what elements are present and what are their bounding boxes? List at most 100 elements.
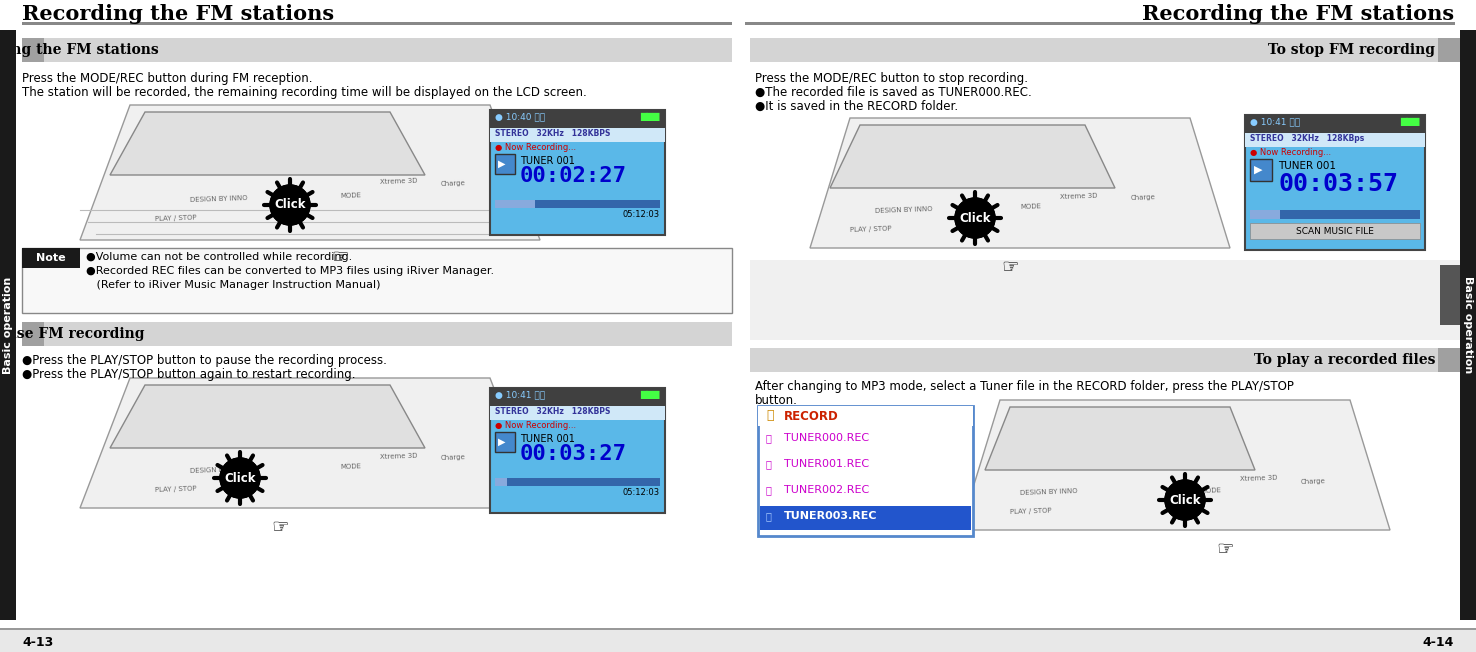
Text: ● Now Recording...: ● Now Recording... <box>494 143 576 152</box>
Text: To pause FM recording: To pause FM recording <box>0 327 145 341</box>
Text: MODE: MODE <box>339 192 362 199</box>
Text: To play a recorded files: To play a recorded files <box>1253 353 1435 367</box>
Bar <box>490 110 666 128</box>
Text: Charge: Charge <box>1300 478 1325 485</box>
Polygon shape <box>111 385 425 448</box>
Bar <box>1250 159 1272 181</box>
Bar <box>494 432 515 452</box>
Bar <box>1250 210 1280 219</box>
Text: 05:12:03: 05:12:03 <box>623 210 660 219</box>
Text: DESIGN BY INNO: DESIGN BY INNO <box>190 195 248 203</box>
Bar <box>22 38 44 62</box>
Text: ☞: ☞ <box>1001 258 1018 277</box>
Bar <box>22 38 732 62</box>
Text: DESIGN BY INNO: DESIGN BY INNO <box>875 206 933 214</box>
Text: 🎵: 🎵 <box>766 485 772 495</box>
Text: Xtreme 3D: Xtreme 3D <box>1240 475 1278 482</box>
Text: TUNER003.REC: TUNER003.REC <box>784 511 878 521</box>
Bar <box>494 478 660 486</box>
Bar <box>0 628 1476 630</box>
Circle shape <box>955 198 995 238</box>
Text: PLAY / STOP: PLAY / STOP <box>155 215 196 222</box>
Circle shape <box>1165 480 1204 520</box>
Text: TUNER001.REC: TUNER001.REC <box>784 459 869 469</box>
Text: MODE: MODE <box>1200 487 1221 494</box>
Circle shape <box>220 458 260 498</box>
Polygon shape <box>80 105 540 240</box>
Bar <box>494 478 506 486</box>
Text: To stop FM recording: To stop FM recording <box>1268 43 1435 57</box>
Text: 05:12:03: 05:12:03 <box>623 488 660 497</box>
Bar <box>0 630 1476 652</box>
Text: ███: ███ <box>1401 117 1420 126</box>
Text: (Refer to iRiver Music Manager Instruction Manual): (Refer to iRiver Music Manager Instructi… <box>86 280 381 290</box>
Text: ●Press the PLAY/STOP button again to restart recording.: ●Press the PLAY/STOP button again to res… <box>22 368 356 381</box>
Text: 00:02:27: 00:02:27 <box>520 166 627 186</box>
Text: TUNER002.REC: TUNER002.REC <box>784 485 869 495</box>
Bar <box>22 322 732 346</box>
Text: ☞: ☞ <box>331 248 348 267</box>
Bar <box>490 128 666 142</box>
Text: The station will be recorded, the remaining recording time will be displayed on : The station will be recorded, the remain… <box>22 86 587 99</box>
Text: ☞: ☞ <box>1216 540 1234 559</box>
Circle shape <box>270 185 310 225</box>
Text: ● Now Recording...: ● Now Recording... <box>494 421 576 430</box>
Bar <box>22 248 732 313</box>
Text: Recording the FM stations: Recording the FM stations <box>22 4 334 24</box>
Text: ● 10:40 Ⓐⓔ: ● 10:40 Ⓐⓔ <box>494 112 545 121</box>
Text: STEREO   32KHz   128KBPS: STEREO 32KHz 128KBPS <box>494 129 611 138</box>
Text: Xtreme 3D: Xtreme 3D <box>379 178 418 185</box>
Text: PLAY / STOP: PLAY / STOP <box>155 486 196 494</box>
Bar <box>490 388 666 513</box>
Text: Click: Click <box>959 211 990 224</box>
Text: ●It is saved in the RECORD folder.: ●It is saved in the RECORD folder. <box>756 100 958 113</box>
Text: STEREO   32KHz   128KBPS: STEREO 32KHz 128KBPS <box>494 407 611 416</box>
Text: RECORD: RECORD <box>784 410 838 423</box>
Text: ● 10:41 Ⓐⓔ: ● 10:41 Ⓐⓔ <box>1250 117 1300 126</box>
Text: button.: button. <box>756 394 799 407</box>
Text: ●Recorded REC files can be converted to MP3 files using iRiver Manager.: ●Recorded REC files can be converted to … <box>86 266 494 276</box>
Circle shape <box>220 458 260 498</box>
Text: DESIGN BY INNO: DESIGN BY INNO <box>1020 488 1077 496</box>
Bar <box>490 110 666 235</box>
Text: 🎵: 🎵 <box>766 433 772 443</box>
Text: ▶: ▶ <box>499 159 506 169</box>
Text: STEREO   32KHz   128KBps: STEREO 32KHz 128KBps <box>1250 134 1364 143</box>
Text: 🎵: 🎵 <box>766 511 772 521</box>
Text: MODE: MODE <box>1020 203 1041 210</box>
Text: PLAY / STOP: PLAY / STOP <box>1010 508 1052 516</box>
Circle shape <box>270 185 310 225</box>
Text: 00:03:57: 00:03:57 <box>1278 172 1398 196</box>
Bar <box>1244 115 1424 250</box>
Text: ☞: ☞ <box>272 518 289 537</box>
Text: Note: Note <box>37 253 66 263</box>
Polygon shape <box>810 118 1230 248</box>
Bar <box>1438 38 1460 62</box>
Bar <box>750 260 1460 340</box>
Polygon shape <box>959 400 1390 530</box>
Text: ███: ███ <box>641 112 660 121</box>
Text: TUNER 001: TUNER 001 <box>1278 161 1336 171</box>
Bar <box>760 506 971 530</box>
Text: ●Volume can not be controlled while recording.: ●Volume can not be controlled while reco… <box>86 252 353 262</box>
Polygon shape <box>80 378 540 508</box>
Text: ●Press the PLAY/STOP button to pause the recording process.: ●Press the PLAY/STOP button to pause the… <box>22 354 387 367</box>
Text: Click: Click <box>275 198 306 211</box>
Bar <box>1441 265 1460 325</box>
Text: ▶: ▶ <box>499 437 506 447</box>
Bar <box>759 406 973 426</box>
Text: Press the MODE/REC button to stop recording.: Press the MODE/REC button to stop record… <box>756 72 1027 85</box>
Polygon shape <box>111 112 425 175</box>
Text: Charge: Charge <box>440 454 465 461</box>
Text: ▶: ▶ <box>1253 165 1262 175</box>
Bar <box>22 322 44 346</box>
Text: ● 10:41 Ⓐⓔ: ● 10:41 Ⓐⓔ <box>494 390 545 399</box>
Text: Recording the FM stations: Recording the FM stations <box>0 43 159 57</box>
Text: 4-14: 4-14 <box>1423 636 1454 649</box>
Bar <box>1438 348 1460 372</box>
Text: Recording the FM stations: Recording the FM stations <box>1142 4 1454 24</box>
Bar <box>1244 133 1424 147</box>
Text: PLAY / STOP: PLAY / STOP <box>850 226 892 233</box>
Polygon shape <box>830 125 1114 188</box>
Text: TUNER 001: TUNER 001 <box>520 156 574 166</box>
